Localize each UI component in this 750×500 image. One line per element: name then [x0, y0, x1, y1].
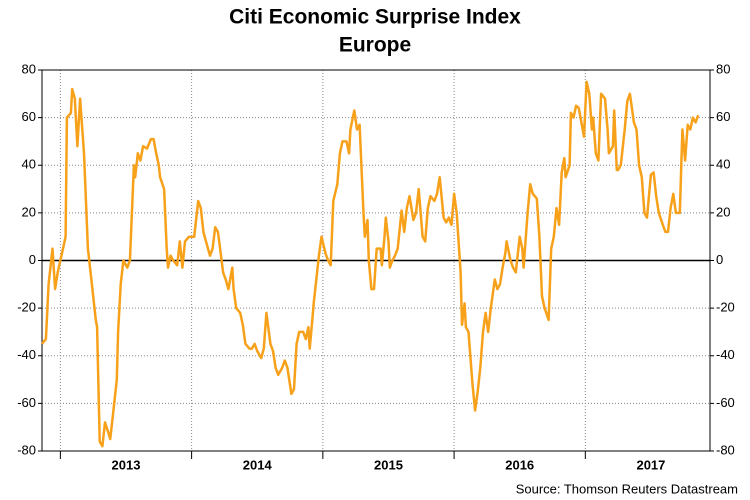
- y2-tick-label: -80: [716, 442, 735, 457]
- y2-tick-label: 40: [716, 157, 730, 172]
- y2-tick-label: 0: [716, 252, 723, 267]
- plot-frame: [41, 69, 711, 452]
- x-tick-label: 2014: [243, 457, 273, 472]
- chart-subtitle: Europe: [339, 34, 411, 57]
- series-line: [41, 80, 700, 448]
- x-tick-label: 2017: [636, 457, 665, 472]
- y2-tick-label: 80: [716, 61, 730, 76]
- y-tick-label: -20: [17, 300, 36, 315]
- source-note: Source: Thomson Reuters Datastream: [516, 481, 738, 496]
- y-tick-label: -80: [17, 442, 36, 457]
- y2-tick-label: -40: [716, 347, 735, 362]
- x-tick-label: 2015: [374, 457, 403, 472]
- y2-tick-label: -60: [716, 395, 735, 410]
- y-tick-label: -40: [17, 347, 36, 362]
- y-tick-label: 60: [22, 109, 36, 124]
- x-tick-label: 2013: [112, 457, 141, 472]
- x-tick-label: 2016: [505, 457, 534, 472]
- chart-title: Citi Economic Surprise Index: [229, 6, 521, 29]
- y-tick-label: 0: [29, 252, 36, 267]
- y2-tick-label: -20: [716, 300, 735, 315]
- y-tick-label: -60: [17, 395, 36, 410]
- y-tick-label: 40: [22, 157, 36, 172]
- y2-tick-label: 20: [716, 204, 730, 219]
- y-tick-label: 80: [22, 61, 36, 76]
- y2-tick-label: 60: [716, 109, 730, 124]
- y-tick-label: 20: [22, 204, 36, 219]
